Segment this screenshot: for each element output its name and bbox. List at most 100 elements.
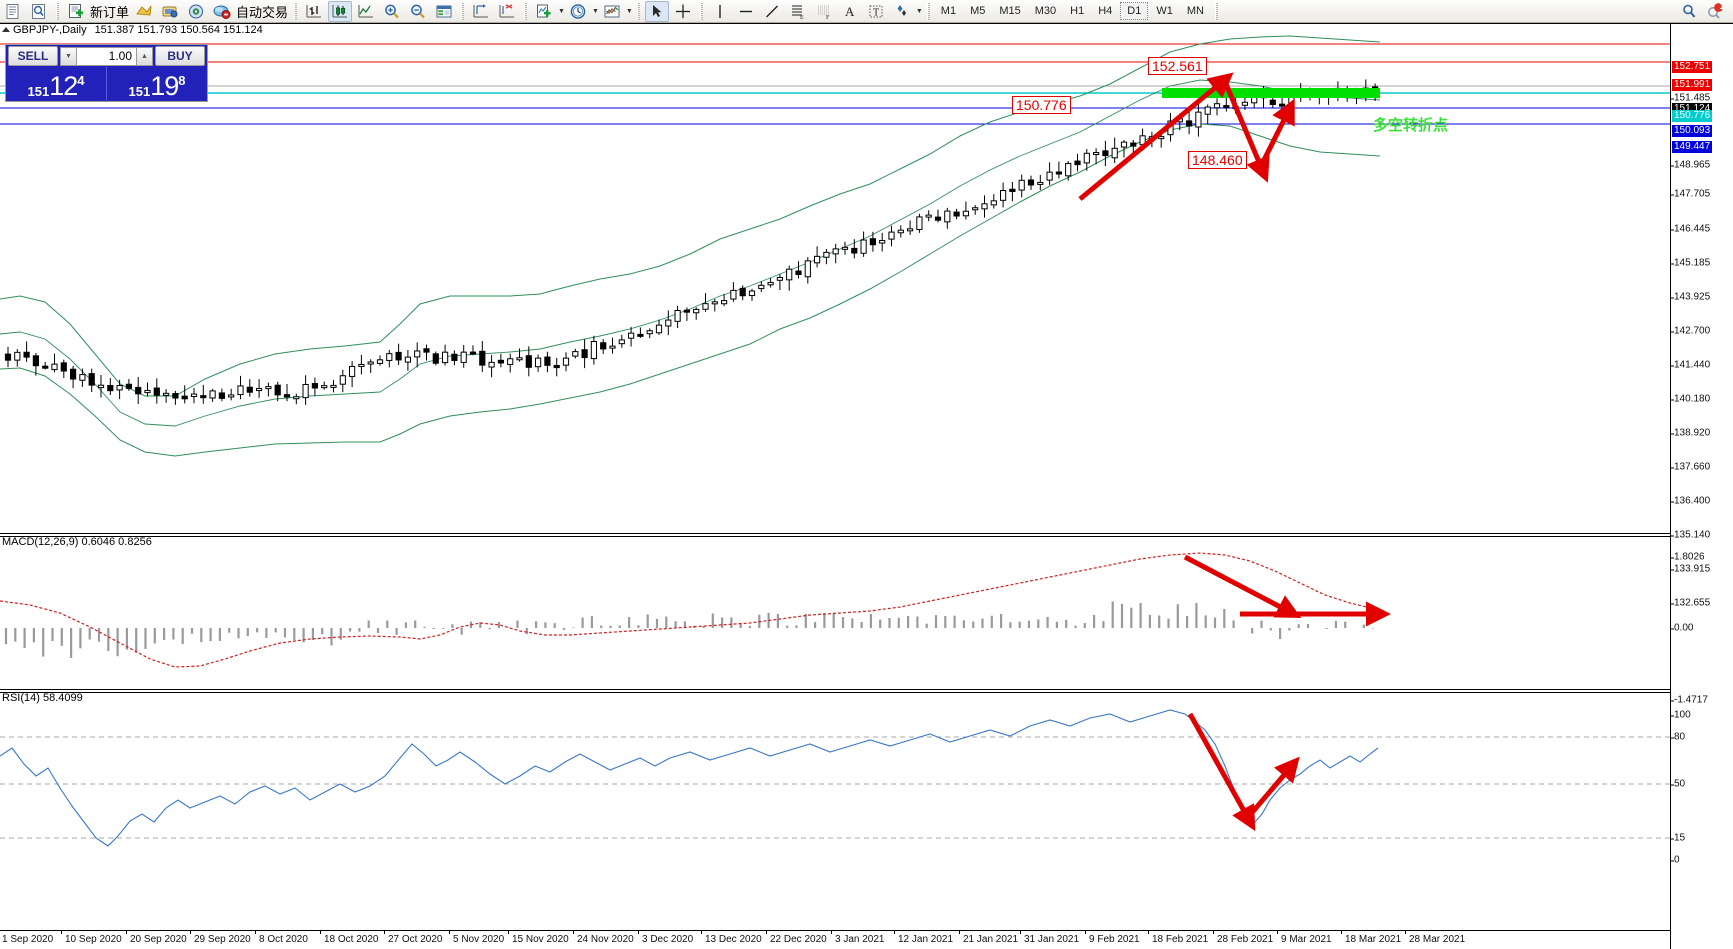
period-dropdown-caret[interactable]: ▼	[591, 7, 599, 15]
sell-price[interactable]: 151 12 4	[6, 67, 107, 102]
auto-scroll-icon[interactable]	[495, 1, 519, 22]
toolbar-separator-5	[636, 2, 640, 20]
horizontal-line-icon[interactable]	[734, 1, 758, 22]
timeframe-h1[interactable]: H1	[1070, 5, 1085, 17]
cursor-icon[interactable]	[644, 0, 669, 22]
timeframe-m15[interactable]: M15	[999, 5, 1021, 17]
data-window-icon[interactable]	[27, 1, 51, 22]
one-click-trading-panel[interactable]: SELL ▼ 1.00 ▲ BUY 151 12 4 151 19 8	[5, 44, 208, 102]
time-tick-19: 28 Feb 2021	[1212, 931, 1274, 945]
candle-chart-icon[interactable]	[328, 0, 353, 22]
time-tick-0: 1 Sep 2020	[2, 934, 54, 945]
toolbar-separator-7	[926, 2, 930, 20]
templates-icon[interactable]	[532, 1, 556, 22]
shapes-dropdown-caret[interactable]: ▼	[915, 7, 923, 15]
timeframe-m30[interactable]: M30	[1034, 5, 1057, 17]
new-order-icon[interactable]	[64, 1, 88, 22]
shapes-icon[interactable]	[890, 1, 914, 22]
text-label-icon[interactable]: T	[864, 1, 888, 22]
macd-tick-2: -1.4717	[1671, 694, 1708, 706]
price-tick-145-185: 145.185	[1670, 257, 1711, 269]
macd-label: MACD(12,26,9) 0.6046 0.8256	[2, 536, 152, 548]
collapse-triangle-icon[interactable]	[2, 27, 10, 32]
bar-chart-icon[interactable]	[302, 1, 326, 22]
rsi-graphics	[0, 709, 1670, 847]
buy-price[interactable]: 151 19 8	[107, 67, 207, 102]
timeframe-mn[interactable]: MN	[1186, 5, 1204, 17]
time-tick-20: 9 Mar 2021	[1277, 931, 1332, 945]
search-icon[interactable]	[1677, 1, 1701, 22]
toolbar-separator-4	[524, 2, 528, 20]
chart-area[interactable]: GBPJPY-,Daily 151.387 151.793 150.564 151…	[0, 23, 1733, 949]
annotation-high[interactable]: 152.561	[1148, 57, 1207, 75]
new-window-icon[interactable]	[1, 1, 25, 22]
autotrade-label[interactable]: 自动交易	[236, 5, 289, 21]
volume-stepper[interactable]: ▼ 1.00 ▲	[60, 46, 153, 66]
macd-graphics	[0, 552, 1391, 668]
zoom-out-icon[interactable]	[406, 1, 430, 22]
sell-button[interactable]: SELL	[8, 46, 58, 66]
trendline-icon[interactable]	[760, 1, 784, 22]
timeframe-h4[interactable]: H4	[1098, 5, 1113, 17]
rsi-panel-divider-2	[0, 692, 1670, 693]
annotation-mid[interactable]: 150.776	[1012, 96, 1071, 114]
price-tick-150-776: 150.776	[1672, 110, 1713, 122]
indicators-dropdown-caret[interactable]: ▼	[625, 7, 633, 15]
svg-text:F: F	[826, 15, 830, 20]
text-icon[interactable]: A	[838, 1, 862, 22]
rsi-tick-0: 100	[1671, 709, 1691, 721]
buy-button[interactable]: BUY	[155, 46, 205, 66]
autotrade-icon[interactable]	[210, 1, 234, 22]
volume-increase-icon[interactable]: ▲	[136, 46, 153, 66]
macd-tick-0: 1.8026	[1671, 551, 1705, 563]
terminal-icon[interactable]	[158, 1, 182, 22]
annotation-turning-point[interactable]: 多空转折点	[1373, 116, 1449, 134]
timeframe-m1[interactable]: M1	[940, 5, 957, 17]
main-toolbar: 新订单 自动交易	[0, 0, 1733, 23]
chart-shift-icon[interactable]	[469, 1, 493, 22]
zoom-in-icon[interactable]	[380, 1, 404, 22]
price-tick-135-140: 135.140	[1670, 529, 1711, 541]
vertical-line-icon[interactable]	[708, 1, 732, 22]
timeframe-group: M1 M5 M15 M30 H1 H4 D1 W1 MN	[934, 2, 1211, 20]
alerts-icon[interactable]: 1	[1703, 1, 1727, 22]
timeframe-m5[interactable]: M5	[970, 5, 986, 17]
annotation-low[interactable]: 148.460	[1188, 151, 1247, 169]
time-axis[interactable]: 1 Sep 2020 10 Sep 2020 20 Sep 2020 29 Sep 2…	[0, 930, 1670, 949]
indicators-icon[interactable]	[600, 1, 624, 22]
volume-decrease-icon[interactable]: ▼	[60, 46, 77, 66]
timeframe-w1[interactable]: W1	[1156, 5, 1173, 17]
time-tick-9: 24 Nov 2020	[573, 931, 634, 945]
alerts-badge-count: 1	[1719, 0, 1725, 11]
fibo-icon[interactable]: E	[786, 1, 810, 22]
time-tick-21: 18 Mar 2021	[1340, 931, 1402, 945]
volume-input[interactable]: 1.00	[77, 46, 136, 66]
price-tick-146-445: 146.445	[1670, 223, 1711, 235]
support-band	[1162, 88, 1380, 98]
chart-grid-icon[interactable]	[432, 1, 456, 22]
toolbar-separator-6	[699, 2, 703, 20]
new-order-label[interactable]: 新订单	[90, 5, 130, 21]
time-tick-22: 28 Mar 2021	[1404, 931, 1466, 945]
line-chart-icon[interactable]	[354, 1, 378, 22]
time-tick-6: 27 Oct 2020	[383, 931, 443, 945]
timeframe-d1[interactable]: D1	[1120, 2, 1149, 20]
indicator-list-icon[interactable]	[132, 1, 156, 22]
navigator-icon[interactable]	[184, 1, 208, 22]
price-scale[interactable]: 152.751 151.991 151.485 151.124 150.776 150.0…	[1670, 24, 1733, 949]
time-tick-4: 8 Oct 2020	[255, 931, 308, 945]
time-tick-8: 15 Nov 2020	[508, 931, 569, 945]
time-tick-11: 13 Dec 2020	[701, 931, 762, 945]
price-tick-140-180: 140.180	[1670, 393, 1711, 405]
crosshair-icon[interactable]	[671, 1, 695, 22]
time-tick-14: 12 Jan 2021	[893, 931, 954, 945]
price-tick-148-965: 148.965	[1670, 159, 1711, 171]
price-tick-137-660: 137.660	[1670, 461, 1711, 473]
price-tick-142-700: 142.700	[1670, 325, 1711, 337]
equidistant-channel-icon[interactable]: F	[812, 1, 836, 22]
period-icon[interactable]	[566, 1, 590, 22]
price-tick-150-093: 150.093	[1672, 125, 1713, 137]
templates-dropdown-caret[interactable]: ▼	[558, 7, 565, 15]
symbol-name: GBPJPY-,Daily	[13, 24, 87, 36]
macd-panel-divider-2	[0, 536, 1670, 537]
